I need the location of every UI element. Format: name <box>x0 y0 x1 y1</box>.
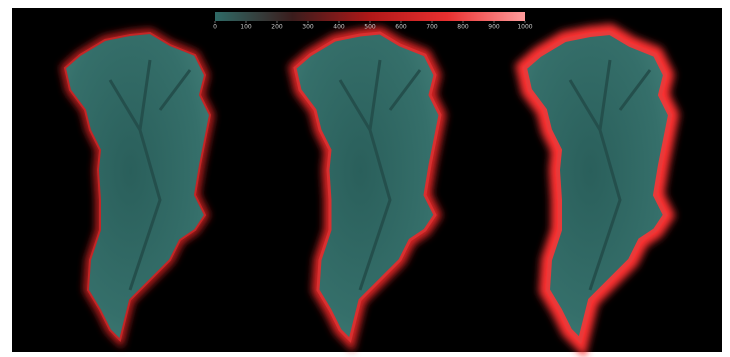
colorbar-tick-label: 600 <box>395 24 407 31</box>
colorbar-tick-label: 700 <box>426 24 438 31</box>
colorbar-tick-label: 200 <box>271 24 283 31</box>
colorbar-tick-label: 400 <box>333 24 345 31</box>
colorbar-tick-label: 300 <box>302 24 314 31</box>
colorbar-tick-label: 0 <box>213 24 217 31</box>
colorbar-tick-label: 1000 <box>517 24 532 31</box>
colorbar-tick-label: 500 <box>364 24 376 31</box>
scene: 0 100 200 300 400 500 600 700 800 900 1000 <box>0 0 730 357</box>
colorbar-tick-label: 800 <box>457 24 469 31</box>
colorbar-tick-label: 900 <box>488 24 500 31</box>
colorbar-tick-label: 100 <box>240 24 252 31</box>
colorbar <box>215 12 525 21</box>
